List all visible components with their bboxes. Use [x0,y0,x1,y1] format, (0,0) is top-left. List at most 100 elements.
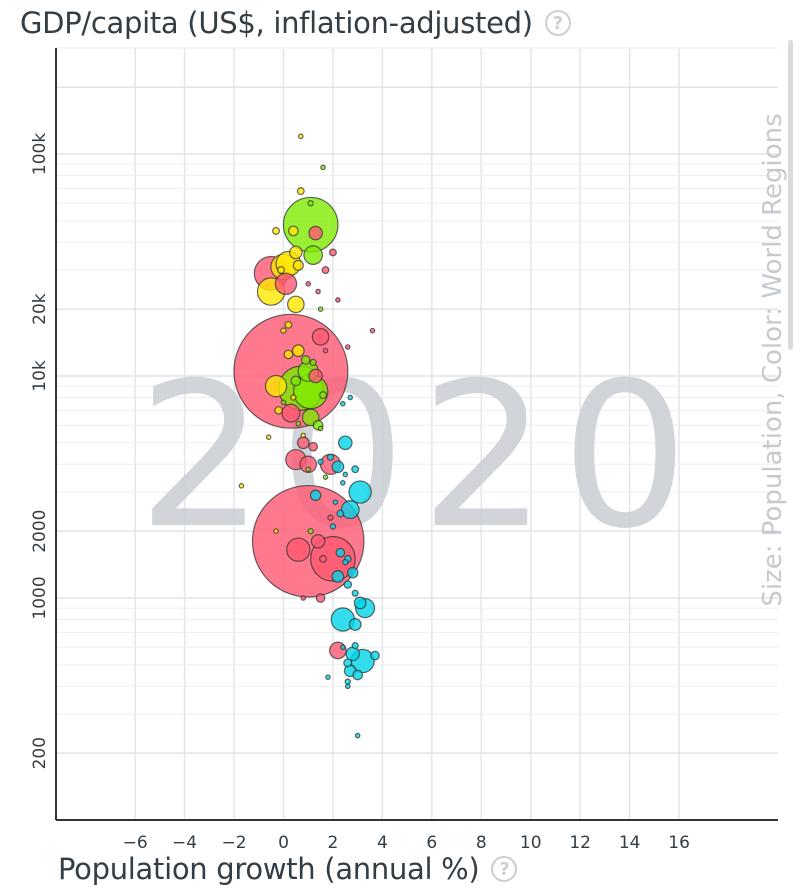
x-tick-label: 14 [619,833,641,853]
bubble-americas[interactable] [280,399,287,406]
bubble-europe[interactable] [265,434,272,440]
bubble-asia[interactable] [369,327,376,334]
y-axis-help-icon[interactable]: ? [544,10,571,36]
bubble-europe[interactable] [297,133,304,140]
bubble-africa[interactable] [343,658,353,668]
bubble-asia[interactable] [308,441,318,452]
bubble-africa[interactable] [348,480,372,504]
bubble-asia[interactable] [328,248,337,257]
bubble-africa[interactable] [317,458,324,466]
bubble-europe[interactable] [277,266,285,274]
bubble-africa[interactable] [351,589,359,597]
bubble-americas[interactable] [307,199,314,207]
bubble-asia[interactable] [300,595,307,601]
bubble-africa[interactable] [331,460,345,474]
bubble-americas[interactable] [309,358,317,367]
scrollbar[interactable] [788,40,793,350]
bubble-europe[interactable] [289,245,303,260]
bubble-asia[interactable] [310,536,356,582]
bubble-americas[interactable] [320,164,326,171]
y-axis-label[interactable]: GDP/capita (US$, inflation-adjusted) [20,6,533,40]
bubble-asia[interactable] [315,593,326,603]
bubble-americas[interactable] [300,355,311,365]
bubble-europe[interactable] [292,259,304,271]
bubble-africa[interactable] [353,596,367,610]
bubble-asia[interactable] [281,403,301,423]
bubble-africa[interactable] [354,732,361,739]
bubble-asia[interactable] [274,272,298,296]
bubble-africa[interactable] [340,500,360,520]
bubble-asia[interactable] [296,436,310,450]
bubble-africa[interactable] [336,509,345,518]
bubble-africa[interactable] [343,580,353,589]
bubble-europe[interactable] [284,320,293,329]
bubble-africa[interactable] [370,650,380,661]
bubble-africa[interactable] [325,674,331,680]
bubble-asia[interactable] [308,225,323,241]
bubble-africa[interactable] [346,566,359,579]
bubble-asia[interactable] [344,344,351,350]
bubble-africa[interactable] [340,480,346,486]
bubble-africa[interactable] [309,489,322,502]
bubble-africa[interactable] [332,499,339,506]
bubbles[interactable] [233,133,380,739]
bubble-africa[interactable] [329,523,337,530]
x-tick-label: −6 [123,833,148,853]
bubble-europe[interactable] [280,327,287,334]
bubble-asia[interactable] [321,266,330,274]
bubble-africa[interactable] [344,678,351,685]
bubble-africa[interactable] [331,570,345,583]
bubble-americas[interactable] [303,245,323,266]
bubble-europe[interactable] [274,406,283,415]
bubble-asia[interactable] [311,328,330,346]
bubble-asia[interactable] [299,455,318,474]
x-tick-label: 6 [426,833,437,853]
bubble-europe[interactable] [238,483,245,489]
bubble-europe[interactable] [287,295,305,314]
bubble-asia[interactable] [286,537,311,562]
bubble-africa[interactable] [351,642,359,650]
bubble-asia[interactable] [319,554,327,563]
bubble-europe[interactable] [300,432,307,439]
bubble-asia[interactable] [305,281,312,287]
size-color-legend-label[interactable]: Size: Population, Color: World Regions [758,113,788,606]
bubble-africa[interactable] [347,394,354,401]
bubble-asia[interactable] [335,297,341,303]
x-axis-help-icon[interactable]: ? [491,856,518,882]
bubble-americas[interactable] [317,306,324,312]
bubble-europe[interactable] [283,349,294,360]
bubble-americas[interactable] [290,375,302,387]
bubble-europe[interactable] [288,225,299,237]
bubble-americas[interactable] [295,420,302,427]
bubble-americas[interactable] [317,425,324,432]
bubble-americas[interactable] [319,391,327,400]
bubble-africa[interactable] [344,683,351,690]
bubble-africa[interactable] [342,471,349,478]
bubble-africa[interactable] [326,453,335,461]
bubble-africa[interactable] [348,618,362,631]
bubble-africa[interactable] [351,465,360,474]
bubble-africa[interactable] [337,435,353,451]
bubble-africa[interactable] [342,558,349,566]
bubble-asia[interactable] [308,368,323,384]
bubble-asia[interactable] [310,533,326,549]
bubble-africa[interactable] [352,669,364,681]
bubble-europe[interactable] [272,226,281,235]
bubble-europe[interactable] [264,374,288,398]
bubble-asia[interactable] [322,347,329,354]
bubble-europe[interactable] [273,528,279,534]
bubble-africa[interactable] [335,547,346,558]
bubble-europe[interactable] [296,187,305,196]
bubble-americas[interactable] [322,474,329,480]
y-axis-title[interactable]: GDP/capita (US$, inflation-adjusted) ? [20,6,571,40]
bubble-europe[interactable] [291,344,305,358]
bubble-asia[interactable] [327,514,334,521]
bubble-africa[interactable] [340,644,346,651]
bubble-americas[interactable] [305,466,312,473]
bubble-europe[interactable] [290,394,297,401]
bubble-americas[interactable] [307,527,314,535]
x-axis-label[interactable]: Population growth (annual %) [58,852,480,886]
bubble-asia[interactable] [315,288,321,295]
bubble-africa[interactable] [340,400,346,407]
x-axis-title[interactable]: Population growth (annual %) ? [58,852,518,886]
